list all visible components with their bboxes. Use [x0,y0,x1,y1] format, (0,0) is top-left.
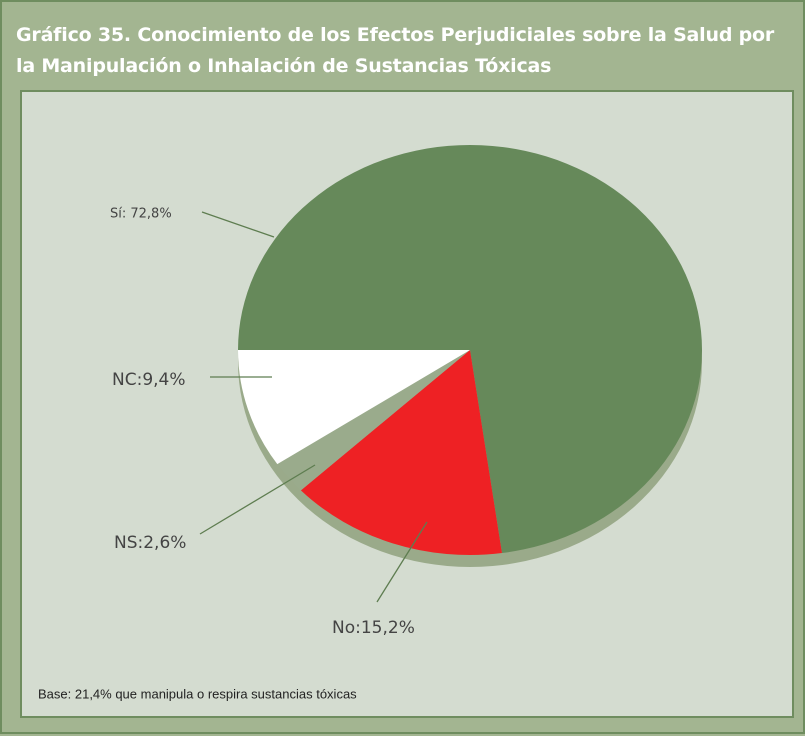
pie-slice [300,350,502,556]
data-label: No:15,2% [332,618,415,638]
pie-slice [238,350,470,465]
leader-line [199,464,316,535]
leader-line [201,211,275,238]
data-label: NS:2,6% [114,533,186,553]
pie-slice [277,350,470,491]
pie-slice [238,145,702,554]
data-label: NC:9,4% [112,370,186,390]
leader-line [376,521,428,603]
note: Base: 21,4% que manipula o respira susta… [38,686,357,701]
chart-title: Gráfico 35. Conocimiento de los Efectos … [16,24,775,77]
data-label: Sí: 72,8% [110,207,172,222]
